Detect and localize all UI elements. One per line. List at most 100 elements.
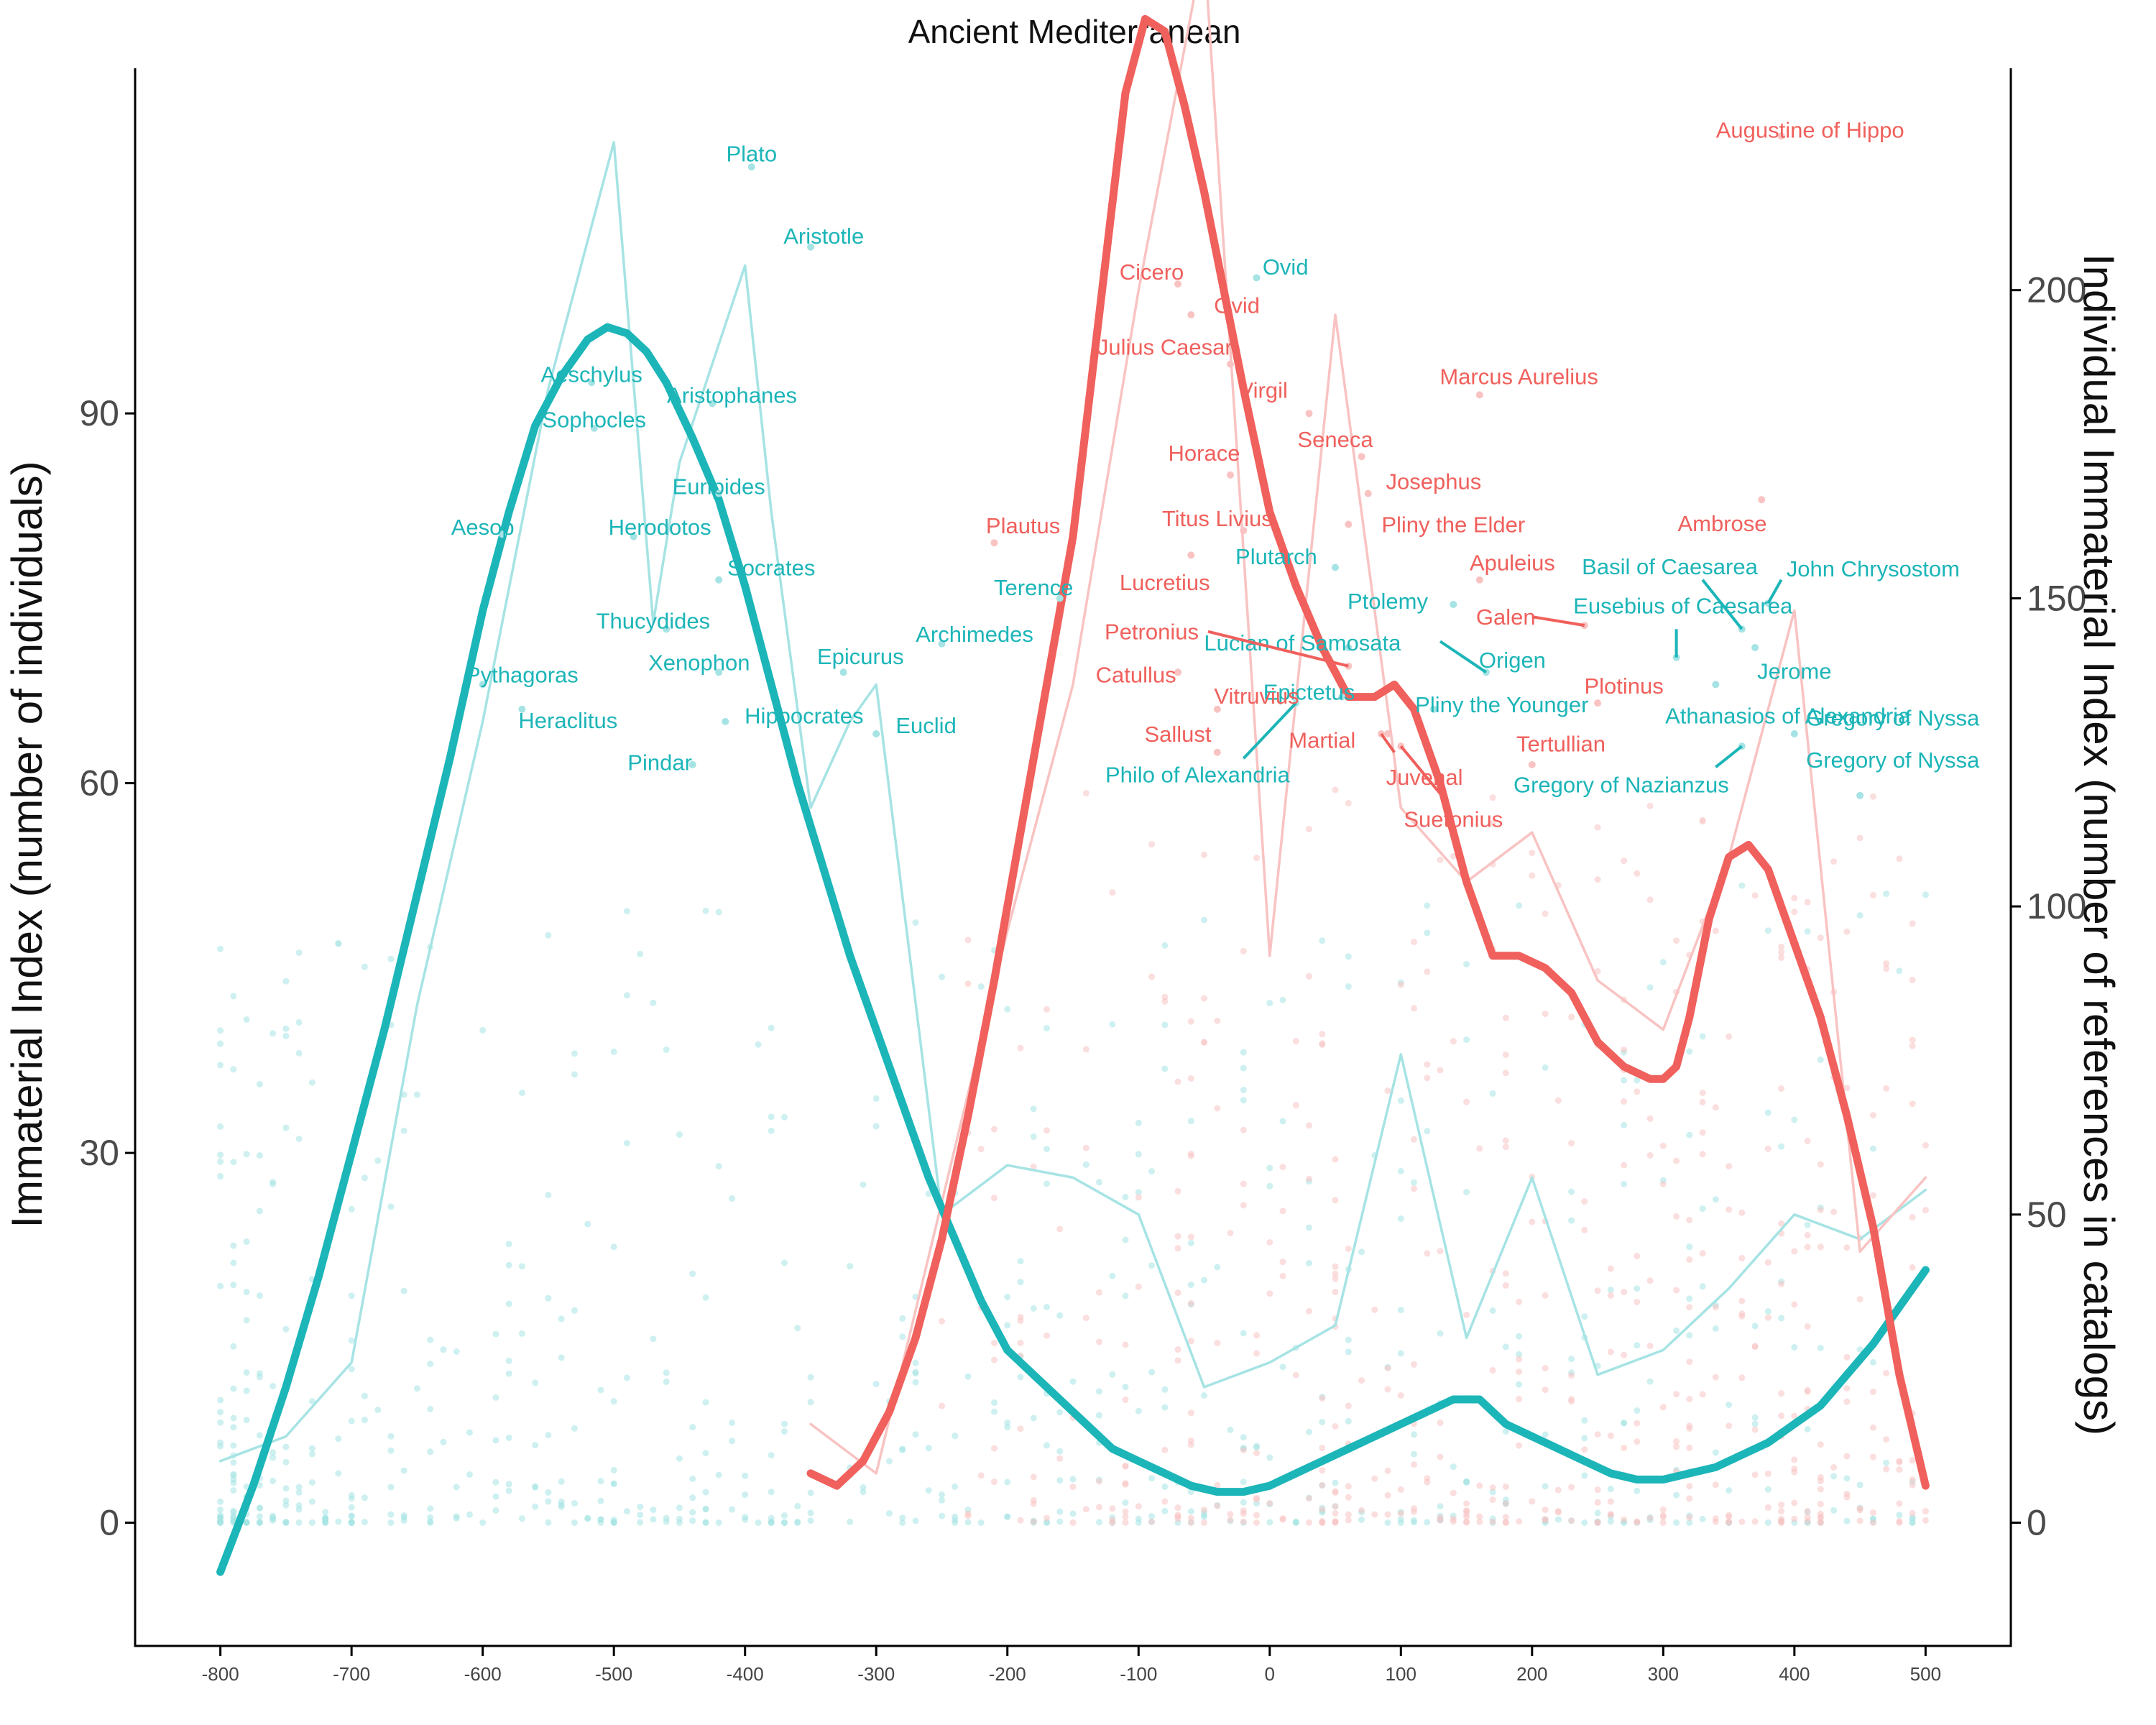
scatter-point [1306,1307,1312,1315]
scatter-point [1634,1407,1641,1414]
scatter-point [1621,1121,1628,1128]
scatter-point [400,1127,407,1134]
scatter-point [1345,1245,1352,1252]
scatter-point [1319,1481,1326,1489]
scatter-point [1686,1332,1693,1339]
scatter-point [505,1241,512,1248]
scatter-point [361,1494,368,1501]
scatter-point [1764,1314,1772,1321]
scatter-point [1869,1453,1876,1460]
scatter-point [1122,1384,1129,1391]
scatter-point [1594,824,1601,831]
scatter-point [1542,1386,1549,1394]
scatter-point [1201,1519,1207,1526]
scatter-point [1187,1409,1194,1417]
scatter-point [1411,1450,1417,1458]
scatter-point [1712,1304,1719,1311]
scatter-point [1673,1519,1680,1526]
scatter-point [1673,1327,1680,1334]
leader-line [1380,732,1396,753]
scatter-point [453,1348,460,1355]
scatter-point [1319,1506,1326,1513]
scatter-point [1240,1510,1247,1517]
scatter-point [1673,1438,1680,1445]
person-label: Aesop [451,515,515,540]
scatter-point [1581,1227,1588,1233]
scatter-point [1463,1513,1470,1520]
scatter-point [977,1519,985,1526]
scatter-point [1516,1351,1523,1358]
scatter-point [689,1476,696,1482]
scatter-point [781,1259,788,1266]
person-label: Heraclitus [518,708,617,733]
series-lines [216,0,1930,1576]
scatter-point [1397,1215,1404,1222]
scatter-point [217,1173,224,1180]
scatter-point [1778,1143,1785,1150]
person-label: Pythagoras [466,663,579,688]
scatter-point [1778,1085,1785,1092]
scatter-point [518,1515,525,1522]
scatter-point [912,1517,919,1524]
scatter-point [1883,890,1890,897]
scatter-point [1686,1256,1693,1263]
scatter-point [1542,1506,1549,1514]
scatter-point [1699,1033,1706,1040]
scatter-point [964,1519,972,1526]
scatter-point [715,908,722,916]
scatter-point [217,1397,224,1404]
scatter-point [964,1373,972,1380]
scatter-point [1791,895,1798,901]
leader-line [1701,579,1743,630]
scatter-point [1621,1098,1628,1105]
scatter-point [518,1263,525,1270]
scatter-point [374,1407,382,1413]
scatter-point [1830,1506,1838,1514]
scatter-point [230,1385,237,1392]
person-label: Terence [994,575,1073,600]
scatter-point [623,1508,630,1515]
scatter-point [1279,1164,1286,1171]
scatter-point [1017,1340,1024,1346]
scatter-point [1909,1100,1916,1108]
scatter-point [413,1385,420,1392]
scatter-point [1659,959,1667,966]
scatter-point [413,1091,420,1098]
person-label: John Chrysostom [1787,556,1960,581]
scatter-point [1529,872,1536,879]
scatter-point [1817,1243,1824,1251]
person-label: Xenophon [648,650,750,676]
scatter-point [1502,1014,1509,1021]
person-label: Philo of Alexandria [1105,763,1291,788]
scatter-point [1227,1426,1234,1433]
scatter-point [1279,996,1286,1003]
scatter-point [886,1510,893,1517]
annotations: Plato Aristotle Ovid Aeschylus Aristophanes S… [451,118,1980,832]
scatter-point [1738,1312,1746,1320]
scatter-point [505,1481,512,1488]
scatter-point [1883,965,1890,972]
scatter-point [1502,1052,1509,1058]
scatter-point [1044,1442,1050,1449]
scatter-point [1240,1518,1247,1525]
scatter-point [1673,1213,1680,1220]
scatter-point [1634,1253,1641,1260]
scatter-point [1279,1118,1286,1125]
annotated-point [1332,564,1339,571]
scatter-point [1856,1506,1864,1514]
scatter-point [1686,1519,1693,1526]
scatter-point [230,1259,237,1266]
scatter-point [1122,1508,1129,1515]
scatter-point [1371,1511,1378,1518]
scatter-point [1345,1511,1352,1518]
scatter-point [1634,1487,1641,1494]
scatter-point [1069,1476,1077,1483]
scatter-point [676,1519,683,1526]
scatter-point [1699,1098,1706,1105]
scatter-point [1384,1511,1391,1518]
scatter-point [348,1366,355,1373]
scatter-point [1869,1358,1876,1366]
scatter-point [1502,1500,1509,1507]
scatter-point [1082,1161,1089,1168]
scatter-point [440,1346,447,1353]
